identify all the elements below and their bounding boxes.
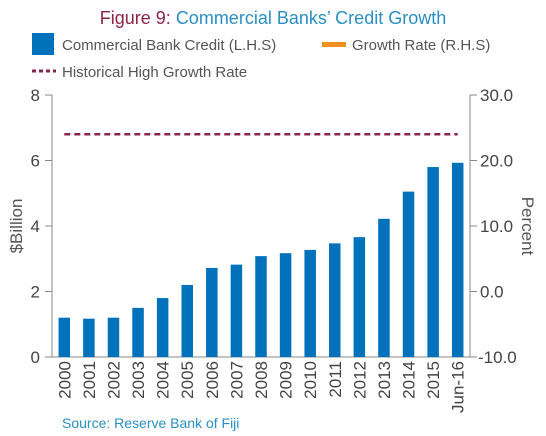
left-tick-label: 4	[31, 217, 40, 236]
source-note: Source: Reserve Bank of Fiji	[62, 415, 239, 431]
bar-2004	[156, 298, 169, 357]
legend: Commercial Bank Credit (L.H.S) Growth Ra…	[32, 33, 490, 81]
x-tick-label-2005: 2005	[178, 361, 197, 399]
x-tick-label-2001: 2001	[80, 361, 99, 399]
left-axis-title: $Billion	[7, 199, 26, 254]
x-tick-label-2002: 2002	[104, 361, 123, 399]
x-tick-label-2008: 2008	[252, 361, 271, 399]
bar-2009	[279, 253, 292, 357]
chart-title-main: Commercial Banks’ Credit Growth	[176, 8, 446, 28]
right-tick-label: 0.0	[480, 283, 504, 302]
right-tick-label: 30.0	[480, 86, 513, 105]
right-tick-label: 10.0	[480, 217, 513, 236]
legend-swatch-growth-rate	[322, 42, 346, 47]
x-tick-labels-group: 2000 2001 2002 2003 2004 2005 2006 2007 2008 2009…	[55, 361, 467, 413]
bar-2002	[107, 317, 120, 357]
x-tick-label-2012: 2012	[350, 361, 369, 399]
bar-2012	[353, 237, 366, 357]
x-tick-label-2014: 2014	[400, 361, 419, 399]
left-tick-label: 0	[31, 348, 40, 367]
x-tick-label-2007: 2007	[227, 361, 246, 399]
x-tick-label-2015: 2015	[424, 361, 443, 399]
x-tick-label-2004: 2004	[154, 361, 173, 399]
bar-Jun-16	[451, 162, 464, 357]
legend-label-growth-rate: Growth Rate (R.H.S)	[352, 37, 490, 54]
right-ticks: -10.0 0.0 10.0 20.0 30.0	[470, 86, 517, 367]
right-tick-label: -10.0	[478, 348, 517, 367]
x-tick-label-Jun-16: Jun-16	[449, 361, 468, 413]
right-axis-title: Percent	[518, 197, 537, 256]
left-ticks: 0 2 4 6 8	[31, 86, 52, 367]
bar-2007	[230, 264, 243, 357]
legend-swatch-bank-credit	[32, 33, 54, 55]
legend-label-historical-high: Historical High Growth Rate	[62, 64, 247, 81]
bar-2013	[378, 218, 390, 357]
bar-2011	[329, 243, 341, 357]
right-tick-label: 20.0	[480, 152, 513, 171]
bar-2010	[304, 249, 316, 357]
left-tick-label: 2	[31, 283, 40, 302]
chart-title: Figure 9: Commercial Banks’ Credit Growth	[100, 8, 446, 28]
bar-2006	[206, 267, 218, 357]
bar-2000	[58, 317, 71, 357]
x-tick-label-2006: 2006	[203, 361, 222, 399]
x-tick-label-2011: 2011	[326, 361, 345, 398]
x-tick-label-2010: 2010	[301, 361, 320, 399]
bars-group	[58, 162, 464, 358]
x-tick-label-2009: 2009	[277, 361, 296, 399]
bar-2008	[255, 256, 267, 357]
x-tick-label-2013: 2013	[375, 361, 394, 399]
bar-2014	[402, 191, 415, 357]
bar-2001	[83, 318, 95, 357]
bar-2003	[132, 307, 144, 358]
bar-2005	[181, 284, 193, 357]
x-tick-label-2000: 2000	[55, 361, 74, 399]
legend-label-bank-credit: Commercial Bank Credit (L.H.S)	[62, 37, 276, 54]
left-tick-label: 6	[31, 152, 40, 171]
x-tick-label-2003: 2003	[129, 361, 148, 399]
chart-title-prefix: Figure 9:	[100, 8, 171, 28]
left-tick-label: 8	[31, 86, 40, 105]
bar-2015	[427, 167, 439, 357]
